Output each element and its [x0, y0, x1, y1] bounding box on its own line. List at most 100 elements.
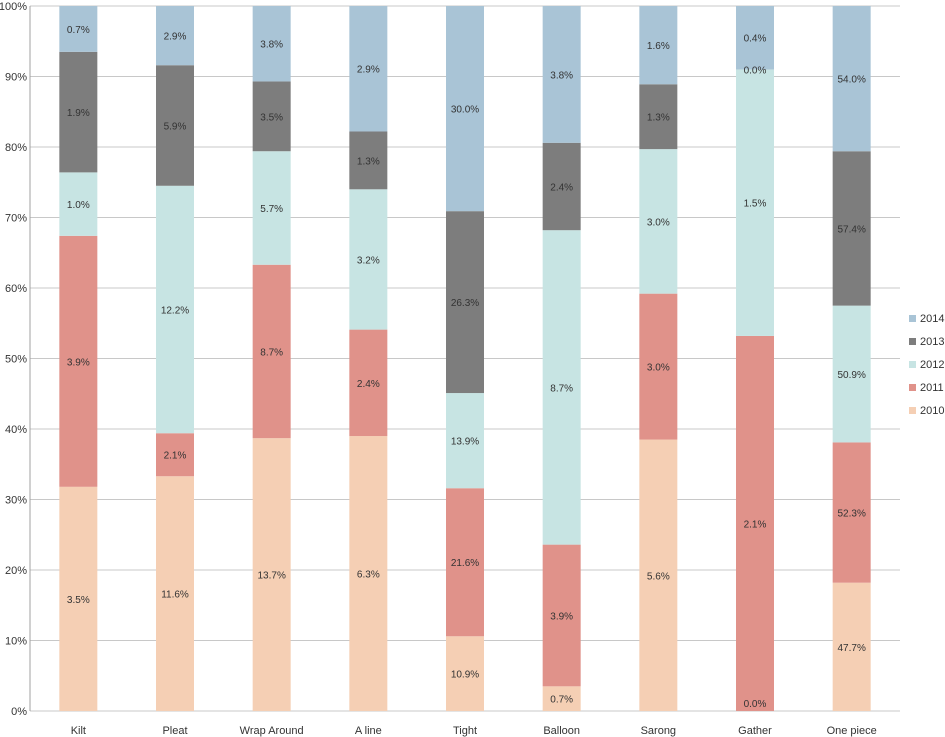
x-tick-label: One piece: [827, 725, 877, 737]
bar-segment: [349, 6, 388, 132]
x-tick-label: A line: [355, 725, 382, 737]
legend-label: 2011: [920, 382, 944, 394]
data-label: 3.5%: [67, 595, 90, 606]
y-tick-label: 90%: [5, 72, 27, 84]
data-label: 0.0%: [744, 699, 767, 710]
data-label: 3.9%: [67, 357, 90, 368]
bar-segment: [832, 6, 871, 152]
data-label: 30.0%: [451, 105, 479, 116]
legend-label: 2012: [920, 359, 944, 371]
data-label: 54.0%: [837, 75, 865, 86]
x-tick-label: Kilt: [71, 725, 86, 737]
legend-label: 2014: [920, 313, 944, 325]
data-label: 57.4%: [837, 224, 865, 235]
bar-segment: [252, 81, 291, 152]
legend-label: 2010: [920, 405, 944, 417]
bar-segment: [59, 486, 98, 711]
bar-segment: [252, 264, 291, 439]
data-label: 3.8%: [550, 70, 573, 81]
data-label: 1.0%: [67, 200, 90, 211]
bar-segment: [542, 6, 581, 143]
data-label: 0.4%: [744, 34, 767, 45]
data-label: 3.0%: [647, 217, 670, 228]
bar-segment: [542, 544, 581, 687]
legend-swatch: [909, 384, 916, 391]
bar-segment: [639, 439, 678, 711]
bar-segment: [832, 151, 871, 306]
legend: 2014 2013 2012 2011 2010: [909, 313, 944, 417]
bar-segment: [349, 189, 388, 330]
bar-segment: [639, 293, 678, 440]
legend-swatch: [909, 407, 916, 414]
data-label: 2.9%: [164, 32, 187, 43]
bar-segment: [59, 51, 98, 173]
data-label: 12.2%: [161, 306, 189, 317]
data-label: 1.6%: [647, 41, 670, 52]
bar-segment: [446, 488, 484, 637]
data-label: 2.1%: [164, 451, 187, 462]
y-tick-label: 0%: [11, 706, 27, 718]
data-label: 13.7%: [257, 571, 285, 582]
data-label: 1.3%: [357, 156, 380, 167]
x-tick-label: Wrap Around: [240, 725, 304, 737]
bar-segment: [446, 636, 484, 711]
data-label: 2.1%: [744, 519, 767, 530]
bar-segment: [156, 476, 194, 711]
bar-segment: [639, 149, 678, 294]
bar-segment: [349, 131, 388, 190]
data-label: 1.5%: [744, 199, 767, 210]
bar-segment: [156, 185, 194, 434]
data-label: 0.7%: [550, 695, 573, 706]
data-label: 50.9%: [837, 370, 865, 381]
data-label: 5.6%: [647, 571, 670, 582]
bars: [59, 6, 871, 711]
bar-segment: [736, 6, 774, 70]
data-label: 3.5%: [260, 112, 283, 123]
data-label: 3.9%: [550, 611, 573, 622]
data-label: 10.9%: [451, 670, 479, 681]
bar-segment: [156, 6, 194, 66]
y-tick-label: 70%: [5, 213, 27, 225]
bar-segment: [156, 65, 194, 186]
legend-label: 2013: [920, 336, 944, 348]
data-label: 8.7%: [260, 347, 283, 358]
bar-segment: [736, 69, 774, 336]
data-label: 3.0%: [647, 363, 670, 374]
data-label: 0.7%: [67, 25, 90, 36]
legend-swatch: [909, 315, 916, 322]
bar-segment: [832, 305, 871, 443]
bar-segment: [736, 335, 774, 711]
y-tick-label: 20%: [5, 565, 27, 577]
x-tick-label: Balloon: [543, 725, 580, 737]
data-label: 47.7%: [837, 643, 865, 654]
y-tick-label: 50%: [5, 354, 27, 366]
bar-segment: [252, 6, 291, 82]
data-label: 6.3%: [357, 570, 380, 581]
bar-segment: [252, 151, 291, 265]
x-tick-label: Pleat: [162, 725, 187, 737]
bar-segment: [639, 84, 678, 150]
legend-swatch: [909, 338, 916, 345]
bar-segment: [252, 438, 291, 711]
bar-segment: [349, 329, 388, 437]
bar-segment: [59, 235, 98, 487]
bar-segment: [446, 6, 484, 212]
bar-segment: [639, 6, 678, 85]
data-label: 11.6%: [161, 590, 189, 601]
y-axis: 0% 10% 20% 30% 40% 50% 60% 70% 80% 90% 100%: [0, 1, 31, 718]
y-tick-label: 10%: [5, 636, 27, 648]
bar-segment: [446, 393, 484, 489]
bar-segment: [542, 686, 581, 711]
bar-segment: [542, 230, 581, 545]
data-label: 5.7%: [260, 204, 283, 215]
y-tick-label: 30%: [5, 495, 27, 507]
bar-segment: [446, 211, 484, 394]
data-label: 3.8%: [260, 40, 283, 51]
data-label: 21.6%: [451, 558, 479, 569]
legend-swatch: [909, 361, 916, 368]
bar-segment: [349, 436, 388, 711]
y-tick-label: 40%: [5, 424, 27, 436]
y-tick-label: 80%: [5, 142, 27, 154]
data-label: 0.0%: [744, 65, 767, 76]
